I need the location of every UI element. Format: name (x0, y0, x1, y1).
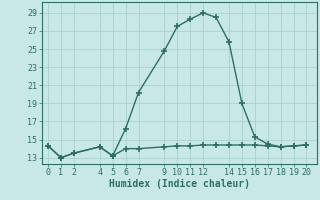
X-axis label: Humidex (Indice chaleur): Humidex (Indice chaleur) (109, 179, 250, 189)
